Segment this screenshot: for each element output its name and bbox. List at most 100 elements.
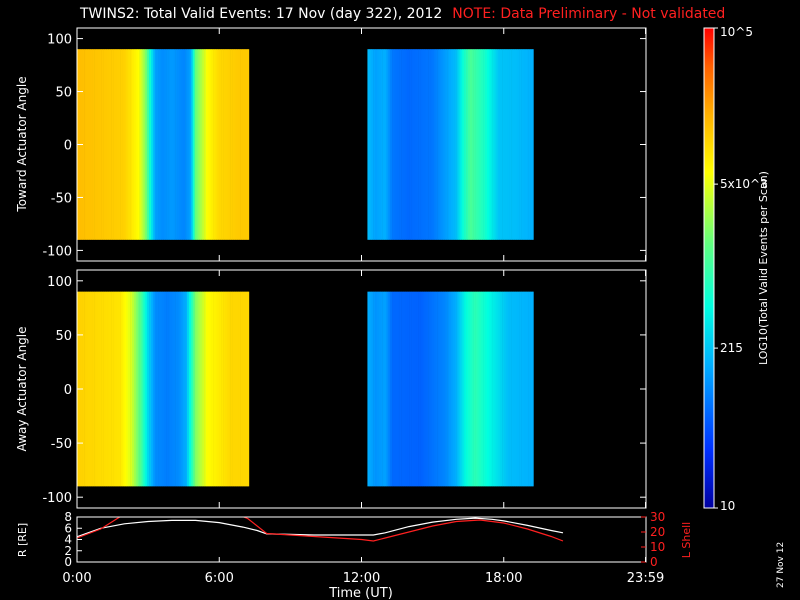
away-heat-cell bbox=[522, 291, 526, 487]
away-heat-cell bbox=[166, 291, 169, 487]
toward-heat-cell bbox=[160, 49, 163, 240]
toward-heat-cell bbox=[194, 49, 197, 240]
orbit-ytick-left-label: 4 bbox=[64, 533, 72, 547]
toward-heat-cell bbox=[517, 49, 520, 240]
toward-heat-cell bbox=[371, 49, 374, 240]
colorbar: 10 215 5x10^3 10^5 LOG10(Total Valid Events… bbox=[703, 25, 770, 513]
away-heatmap bbox=[77, 291, 534, 487]
away-heat-cell bbox=[500, 291, 503, 487]
away-heat-cell bbox=[403, 291, 406, 487]
toward-heat-cell bbox=[219, 49, 222, 240]
away-heat-cell bbox=[213, 291, 216, 487]
away-heat-cell bbox=[156, 291, 159, 487]
toward-heat-cell bbox=[367, 49, 370, 240]
l-shell-line bbox=[77, 517, 564, 542]
away-heat-cell bbox=[187, 291, 190, 487]
orbit-ytick-left-label: 2 bbox=[64, 544, 72, 558]
toward-heat-cell bbox=[409, 49, 412, 240]
toward-heat-cell bbox=[373, 49, 376, 240]
toward-heat-cell bbox=[445, 49, 448, 240]
away-heat-cell bbox=[464, 291, 467, 487]
toward-heat-cell bbox=[462, 49, 465, 240]
toward-heat-cell bbox=[393, 49, 397, 240]
toward-heat-cell bbox=[375, 49, 378, 240]
orbit-ytick-right-label: 20 bbox=[650, 525, 665, 539]
toward-heat-cell bbox=[485, 49, 488, 240]
x-tick-label: 23:59 bbox=[627, 571, 664, 586]
colorbar-tick-label: 5x10^3 bbox=[720, 177, 768, 191]
away-heat-cell bbox=[173, 291, 176, 487]
toward-heat-cell bbox=[492, 49, 495, 240]
toward-heat-cell bbox=[198, 49, 201, 240]
away-heat-cell bbox=[205, 291, 209, 487]
toward-heat-cell bbox=[378, 49, 382, 240]
away-heat-cell bbox=[147, 291, 150, 487]
away-heat-cell bbox=[238, 291, 241, 487]
colorbar-tick-label: 215 bbox=[720, 341, 743, 355]
away-heat-cell bbox=[390, 291, 393, 487]
away-heat-cell bbox=[485, 291, 488, 487]
away-heat-cell bbox=[433, 291, 437, 487]
away-heat-cell bbox=[116, 291, 120, 487]
away-heat-cell bbox=[168, 291, 171, 487]
toward-heat-cell bbox=[185, 49, 188, 240]
away-heat-cell bbox=[473, 291, 476, 487]
away-heat-cell bbox=[477, 291, 480, 487]
toward-heat-cell bbox=[103, 49, 106, 240]
away-heat-cell bbox=[502, 291, 505, 487]
toward-heat-cell bbox=[171, 49, 175, 240]
toward-heat-cell bbox=[416, 49, 419, 240]
toward-heat-cell bbox=[150, 49, 154, 240]
away-heat-cell bbox=[441, 291, 444, 487]
away-heat-cell bbox=[183, 291, 186, 487]
toward-ylabel: Toward Actuator Angle bbox=[15, 76, 29, 212]
away-heat-cell bbox=[521, 291, 524, 487]
away-heat-cell bbox=[217, 291, 220, 487]
away-heat-cell bbox=[97, 291, 101, 487]
away-heat-cell bbox=[113, 291, 116, 487]
away-heat-cell bbox=[99, 291, 102, 487]
away-heat-cell bbox=[422, 291, 425, 487]
away-heat-cell bbox=[475, 291, 478, 487]
toward-heat-cell bbox=[99, 49, 102, 240]
away-heat-cell bbox=[202, 291, 205, 487]
away-heat-cell bbox=[149, 291, 152, 487]
away-heat-cell bbox=[448, 291, 452, 487]
toward-heat-cell bbox=[382, 49, 385, 240]
away-heat-cell bbox=[139, 291, 142, 487]
away-heat-cell bbox=[466, 291, 469, 487]
toward-heat-cell bbox=[452, 49, 455, 240]
toward-heat-cell bbox=[498, 49, 501, 240]
away-heat-cell bbox=[211, 291, 214, 487]
toward-heat-cell bbox=[420, 49, 423, 240]
away-heat-cell bbox=[120, 291, 123, 487]
toward-heat-cell bbox=[190, 49, 193, 240]
toward-heat-cell bbox=[384, 49, 387, 240]
toward-heat-cell bbox=[202, 49, 205, 240]
away-heat-cell bbox=[456, 291, 459, 487]
away-heat-cell bbox=[524, 291, 528, 487]
away-heat-cell bbox=[426, 291, 429, 487]
toward-heat-cell bbox=[460, 49, 463, 240]
toward-heat-cell bbox=[422, 49, 425, 240]
toward-heat-cell bbox=[183, 49, 186, 240]
toward-heat-cell bbox=[399, 49, 402, 240]
away-heat-cell bbox=[452, 291, 455, 487]
toward-heat-cell bbox=[141, 49, 144, 240]
away-heat-cell bbox=[82, 291, 85, 487]
toward-heat-cell bbox=[475, 49, 478, 240]
away-heat-cell bbox=[160, 291, 163, 487]
away-heat-cell bbox=[171, 291, 175, 487]
away-heat-cell bbox=[196, 291, 199, 487]
away-heat-cell bbox=[430, 291, 433, 487]
toward-heat-cell bbox=[107, 49, 110, 240]
toward-heat-cell bbox=[204, 49, 207, 240]
away-heat-cell bbox=[158, 291, 161, 487]
toward-heat-cell bbox=[418, 49, 421, 240]
title-text: TWINS2: Total Valid Events: 17 Nov (day … bbox=[80, 6, 443, 22]
away-heat-cell bbox=[230, 291, 233, 487]
away-heat-cell bbox=[411, 291, 414, 487]
toward-heat-cell bbox=[118, 49, 121, 240]
away-heat-cell bbox=[226, 291, 230, 487]
away-heat-cell bbox=[384, 291, 387, 487]
